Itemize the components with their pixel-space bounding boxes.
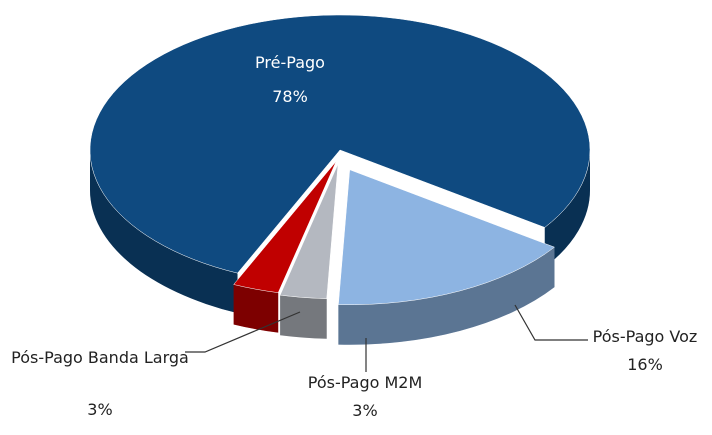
slice-label-inside: 78% <box>272 87 308 106</box>
slice-side-shade <box>338 247 555 345</box>
slice-label: 3% <box>352 401 378 420</box>
slice-side-shade <box>544 150 590 268</box>
pie-slice <box>338 169 556 305</box>
slice-label: Pós-Pago Banda Larga <box>11 348 189 367</box>
pie-slice <box>233 161 337 293</box>
leader-line <box>514 304 588 341</box>
slice-side <box>280 295 327 339</box>
slice-side <box>338 247 555 345</box>
pie-slice <box>89 14 591 274</box>
slice-side <box>544 150 590 268</box>
slice-label: Pós-Pago M2M <box>307 373 423 392</box>
slice-label: 16% <box>627 355 663 374</box>
slice-side <box>90 150 238 314</box>
slice-side-shade <box>90 150 238 314</box>
slice-side <box>233 284 279 333</box>
slice-label: Pós-Pago Voz <box>592 327 698 346</box>
slice-side-shade <box>233 284 279 333</box>
slice-label: 3% <box>87 400 113 419</box>
slice-side-shade <box>280 295 327 339</box>
slice-label-inside: Pré-Pago <box>255 53 325 72</box>
leader-line <box>185 311 301 353</box>
pie-slice <box>279 163 339 299</box>
